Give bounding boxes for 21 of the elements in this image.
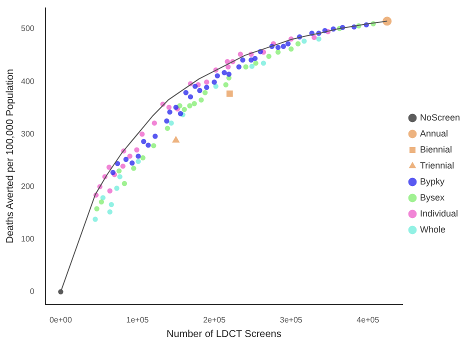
x-tick-label: 2e+05 [203, 315, 226, 324]
y-tick-label: 100 [20, 234, 35, 244]
y-axis-title: Deaths Averted per 100,000 Population [4, 69, 16, 244]
y-tick-label: 500 [20, 24, 35, 34]
y-tick-label: 0 [30, 286, 35, 296]
y-tick-label: 400 [20, 76, 35, 86]
legend-label: Bypky [420, 176, 445, 186]
legend-label: Biennial [420, 144, 452, 154]
legend-label: Whole [420, 224, 446, 234]
legend-label: Triennial [420, 160, 454, 170]
x-tick-label: 4e+05 [356, 315, 380, 324]
legend-label: Bysex [420, 192, 445, 202]
x-axis-title: Number of LDCT Screens [166, 328, 282, 340]
y-tick-label: 300 [20, 129, 35, 138]
legend-label: Individual [420, 208, 458, 218]
x-tick-label: 1e+05 [126, 315, 150, 324]
y-tick-label: 200 [20, 182, 35, 191]
legend-label: Annual [420, 128, 448, 138]
x-tick-label: 3e+05 [280, 315, 303, 324]
x-tick-label: 0e+00 [49, 315, 72, 324]
legend-label: NoScreen [420, 112, 460, 122]
